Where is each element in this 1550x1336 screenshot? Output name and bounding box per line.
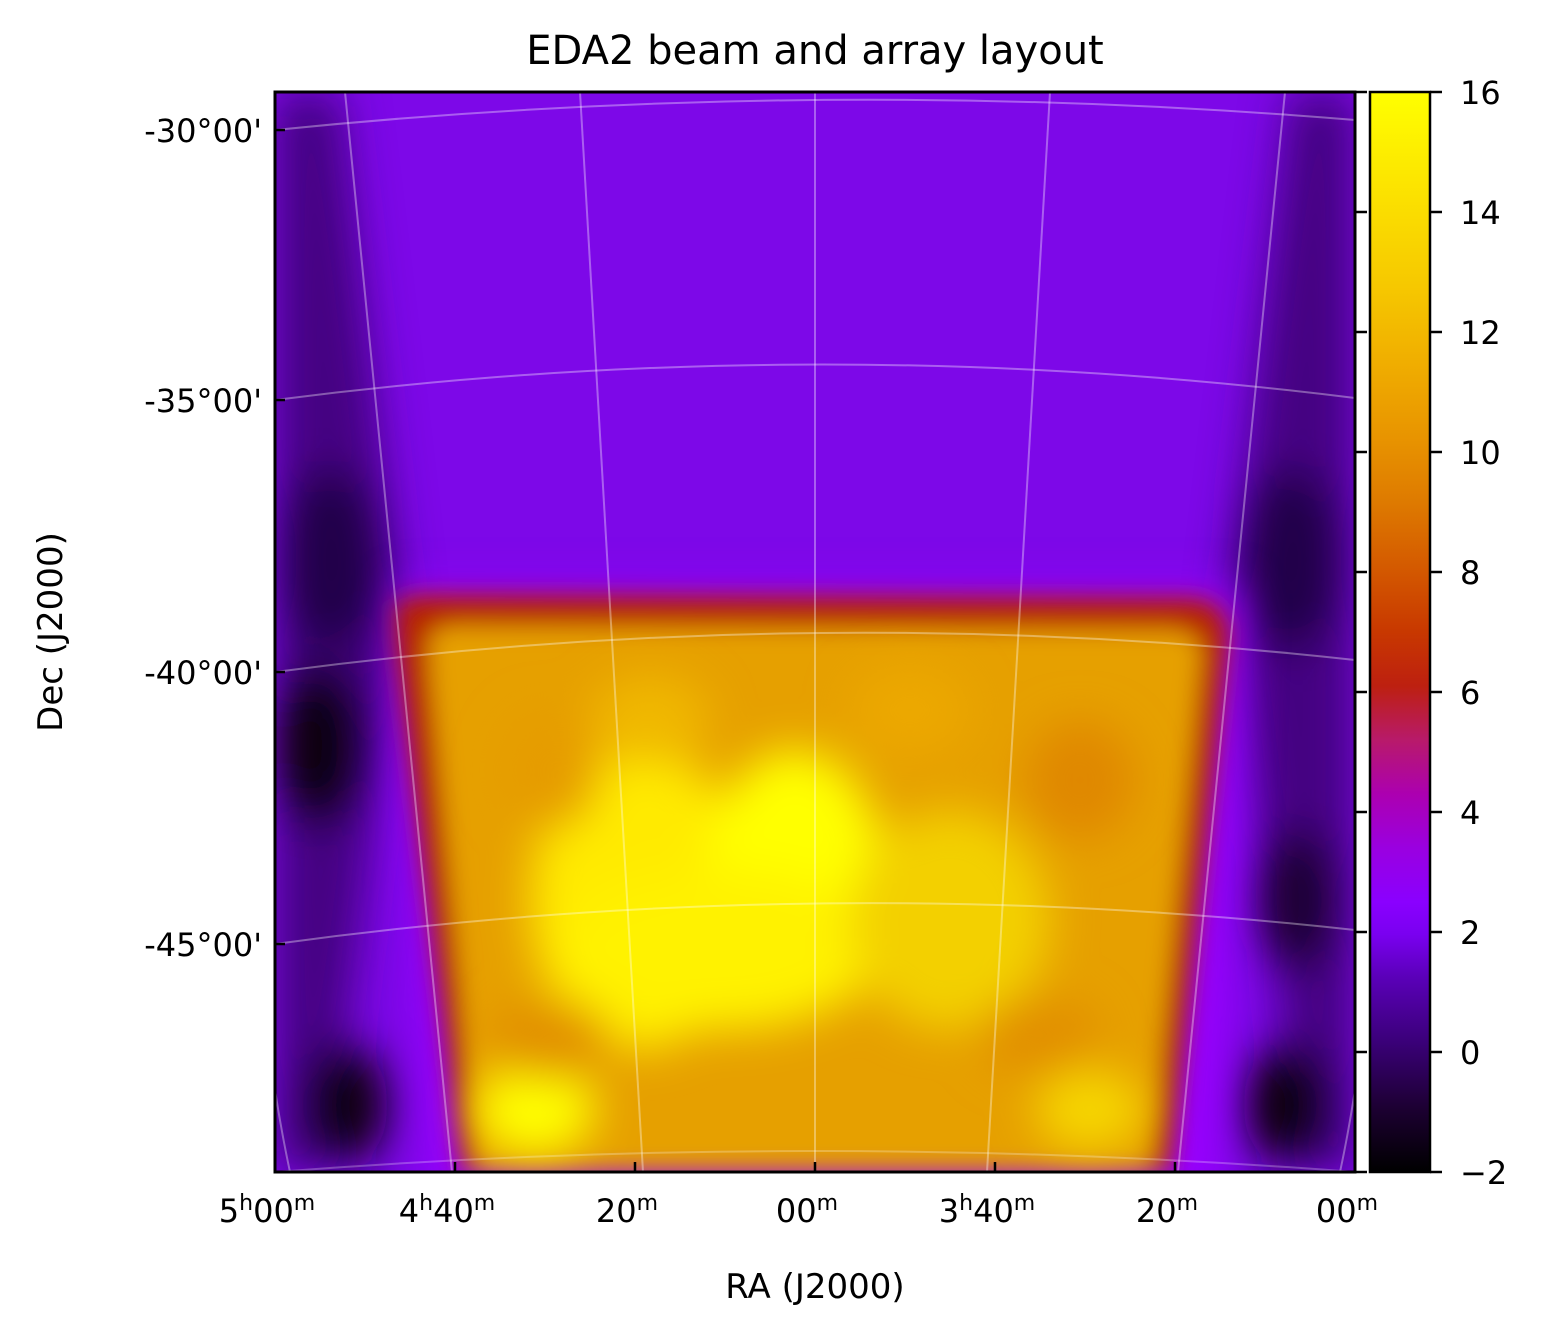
beam-texture [475,665,1145,1155]
y-tick-label: -45°00' [144,926,262,964]
colorbar-tick-label: 10 [1460,434,1501,472]
y-axis-label: Dec (J2000) [31,532,71,732]
colorbar-fill [1370,92,1430,1172]
ra-gridline [1177,92,1286,1172]
colorbar-tick-label: 0 [1460,1034,1480,1072]
colorbar-tick-label: 8 [1460,554,1480,592]
colorbar-tick-label: 14 [1460,194,1501,232]
dec-gridline [275,1150,1355,1172]
x-tick-label: 20m [596,1191,658,1230]
x-tick-label: 00m [776,1191,838,1230]
colorbar-tick-label: −2 [1460,1154,1507,1192]
colorbar-tick-label: 12 [1460,314,1501,352]
colorbar-tick-label: 6 [1460,674,1480,712]
ra-gridline [344,92,453,1172]
colorbar-tick-label: 16 [1460,74,1501,112]
y-tick-label: -40°00' [144,654,262,692]
dec-gridline [275,631,1355,673]
x-tick-label: 20m [1136,1191,1198,1230]
chart-title: EDA2 beam and array layout [526,28,1103,74]
dec-gridline [275,363,1355,401]
dec-gridline [275,98,1355,131]
y-tick-label: -30°00' [144,112,262,150]
ra-gridline [579,92,644,1172]
ra-gridline [986,92,1051,1172]
x-axis-label: RA (J2000) [725,1267,904,1307]
x-tick-label: 4h40m [399,1191,495,1230]
x-tick-label: 3h40m [939,1191,1035,1230]
colorbar-frame [1368,90,1432,1174]
dark-sidelobes [275,92,1355,1172]
colorbar-tick-label: 2 [1460,914,1480,952]
colorbar: −2 0 2 4 6 8 10 12 14 16 [1355,74,1507,1192]
heatmap-image [275,92,1355,1172]
colorbar-ticks: −2 0 2 4 6 8 10 12 14 16 [1355,74,1507,1192]
x-tick-label: 5h00m [219,1191,315,1230]
x-axis-ticks: 5h00m 4h40m 20m 00m 3h40m 20m 00m [219,1162,1378,1230]
colorbar-tick-label: 4 [1460,794,1480,832]
y-axis-ticks: -30°00' -35°00' -40°00' -45°00' [144,112,285,964]
coordinate-grid [275,92,1355,1172]
dec-gridline [275,902,1355,945]
y-tick-label: -35°00' [144,382,262,420]
x-tick-label: 00m [1316,1191,1378,1230]
